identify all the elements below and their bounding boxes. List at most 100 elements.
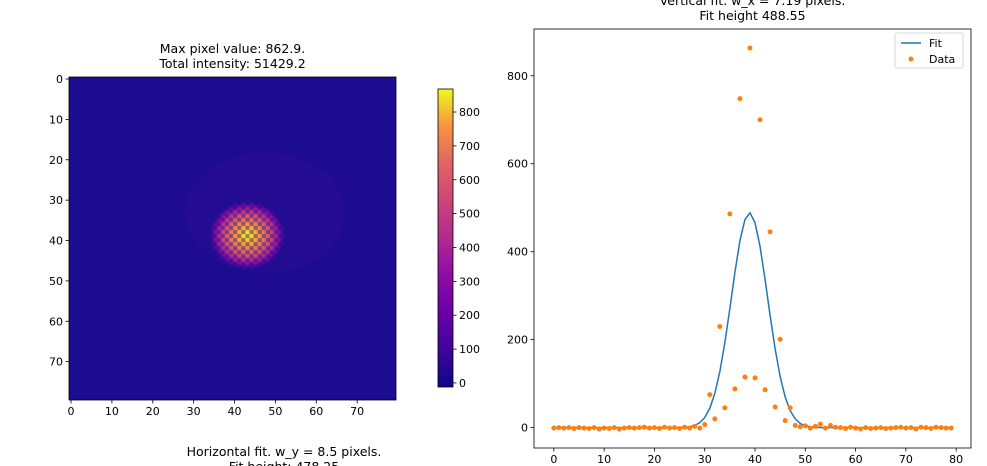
data-point [611, 425, 617, 431]
colorbar-tick-label: 800 [459, 106, 480, 119]
x-tick-label: 80 [949, 453, 963, 466]
colorbar-tick-label: 400 [459, 241, 480, 254]
data-point [903, 425, 909, 431]
data-point [591, 425, 597, 431]
y-tick-label: 600 [507, 158, 528, 171]
y-tick-label: 400 [507, 246, 528, 259]
data-point [883, 426, 889, 432]
x-tick-label: 60 [849, 453, 863, 466]
data-point [636, 425, 642, 431]
data-point [656, 426, 662, 432]
colorbar-tick-label: 500 [459, 208, 480, 221]
fit-line [553, 211, 952, 429]
data-point [752, 375, 758, 381]
data-point [948, 425, 954, 431]
x-tick-label: 30 [698, 453, 712, 466]
data-point [873, 425, 879, 431]
chart-title: Vertical fit. w_x = 7.19 pixels. [660, 0, 846, 8]
data-point [938, 425, 944, 431]
data-point [893, 425, 899, 431]
data-point [843, 426, 849, 432]
data-point [858, 426, 864, 432]
x-tick-label: 20 [647, 453, 661, 466]
data-point [621, 425, 627, 431]
data-point [772, 404, 778, 410]
data-point [848, 424, 854, 430]
data-point [777, 336, 783, 342]
data-point [631, 425, 637, 431]
data-point [797, 424, 803, 430]
data-point [923, 425, 929, 431]
chart-title: Fit height: 478.25 [229, 459, 339, 466]
legend-label: Data [929, 53, 955, 66]
data-point [581, 425, 587, 431]
data-point [732, 386, 738, 392]
data-point [667, 425, 673, 431]
data-point [576, 425, 582, 431]
data-point [586, 426, 592, 432]
data-point [727, 211, 733, 217]
y-tick-label: 200 [507, 334, 528, 347]
y-tick-label: 20 [49, 154, 63, 167]
data-point [838, 425, 844, 431]
data-point [898, 424, 904, 430]
data-point [707, 392, 713, 398]
colorbar-tick-label: 200 [459, 309, 480, 322]
data-point [692, 423, 698, 429]
x-tick-label: 70 [350, 405, 364, 418]
data-point [908, 425, 914, 431]
y-tick-label: 0 [521, 422, 528, 435]
data-point [802, 423, 808, 429]
data-point [687, 425, 693, 431]
y-tick-label: 40 [49, 235, 63, 248]
data-point [928, 426, 934, 432]
x-tick-label: 0 [68, 405, 75, 418]
data-point [717, 323, 723, 329]
data-point [551, 425, 557, 431]
data-point [747, 45, 753, 51]
data-point [661, 424, 667, 430]
x-tick-label: 50 [268, 405, 282, 418]
y-tick-label: 800 [507, 70, 528, 83]
data-point [566, 425, 572, 431]
data-point [943, 425, 949, 431]
chart-title: Fit height 488.55 [699, 8, 805, 23]
y-tick-label: 30 [49, 194, 63, 207]
data-point [792, 422, 798, 428]
y-tick-label: 70 [49, 356, 63, 369]
colorbar-tick-label: 600 [459, 174, 480, 187]
colorbar-tick-label: 0 [459, 377, 466, 390]
data-point [878, 425, 884, 431]
colorbar-tick-label: 700 [459, 140, 480, 153]
data-point [853, 425, 859, 431]
x-tick-label: 20 [146, 405, 160, 418]
x-tick-label: 50 [798, 453, 812, 466]
colorbar [437, 88, 454, 388]
x-tick-label: 60 [309, 405, 323, 418]
data-point [918, 424, 924, 430]
data-point [651, 425, 657, 431]
chart-title: Total intensity: 51429.2 [158, 56, 305, 71]
heatmap-checker [203, 195, 292, 276]
data-point [682, 424, 688, 430]
legend-label: Fit [929, 37, 943, 50]
data-point [672, 425, 678, 431]
data-point [812, 423, 818, 429]
data-point [571, 426, 577, 432]
x-tick-label: 40 [748, 453, 762, 466]
axes-frame [68, 76, 397, 401]
x-tick-label: 0 [550, 453, 557, 466]
data-point [697, 425, 703, 431]
x-tick-label: 70 [899, 453, 913, 466]
data-point [606, 426, 612, 432]
y-tick-label: 50 [49, 275, 63, 288]
data-point [712, 416, 718, 422]
chart-title: Max pixel value: 862.9. [160, 41, 305, 56]
x-tick-label: 10 [105, 405, 119, 418]
data-point [596, 426, 602, 432]
data-point [827, 422, 833, 428]
data-point [832, 424, 838, 430]
chart-title: Horizontal fit. w_y = 8.5 pixels. [187, 444, 382, 459]
data-point [601, 425, 607, 431]
colorbar-tick-label: 100 [459, 343, 480, 356]
